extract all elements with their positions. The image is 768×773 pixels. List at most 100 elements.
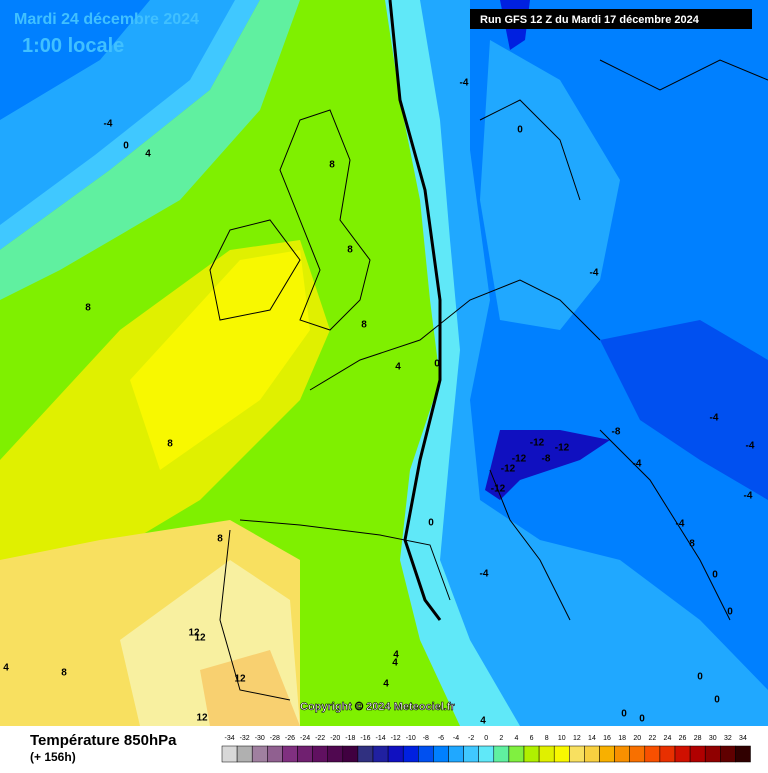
cold-area xyxy=(600,320,768,500)
contour-label: 4 xyxy=(395,362,401,373)
contour-label: -4 xyxy=(710,413,719,424)
contour-label: 0 xyxy=(428,518,434,529)
legend-value: -14 xyxy=(375,735,385,742)
contour-label: -4 xyxy=(746,441,755,452)
cold-area xyxy=(0,0,150,120)
contour-label: 4 xyxy=(145,149,151,160)
contour-label: 4 xyxy=(393,650,399,661)
contour-label: 8 xyxy=(85,303,91,314)
contour-label: -4 xyxy=(633,459,642,470)
legend-value: -30 xyxy=(255,735,265,742)
legend-swatch xyxy=(387,745,404,763)
legend-value: 0 xyxy=(484,735,488,742)
legend-value: -26 xyxy=(285,735,295,742)
legend-value: 24 xyxy=(664,735,672,742)
run-info: Run GFS 12 Z du Mardi 17 décembre 2024 xyxy=(480,14,700,26)
contour-label: 8 xyxy=(689,539,695,550)
legend-swatch xyxy=(372,745,389,763)
legend-swatch xyxy=(402,745,419,763)
legend-scale: -34 -32 -30 -28 -26 -24 -22 -20 -18 -16 -14 -12 -10-… xyxy=(221,735,751,763)
contour-label: 8 xyxy=(361,320,367,331)
legend-value: 2 xyxy=(499,735,503,742)
contour-label: -4 xyxy=(676,519,685,530)
cold-area xyxy=(480,40,620,330)
warm-area xyxy=(130,250,310,470)
contour-label: 0 xyxy=(697,672,703,683)
legend-value: 8 xyxy=(545,735,549,742)
legend-swatch xyxy=(644,745,661,763)
legend-swatch xyxy=(236,745,253,763)
legend-value: 22 xyxy=(648,735,656,742)
legend-swatch xyxy=(735,745,751,763)
legend-value: 32 xyxy=(724,735,732,742)
legend-value: 20 xyxy=(633,735,641,742)
run-box xyxy=(470,9,752,29)
contour-label: -12 xyxy=(491,484,506,495)
contour-label: -12 xyxy=(530,438,545,449)
legend-swatch xyxy=(659,745,676,763)
warm-area xyxy=(200,650,300,726)
contour-label: 0 xyxy=(123,141,129,152)
contour-label: 8 xyxy=(347,245,353,256)
legend-value: 10 xyxy=(558,735,566,742)
legend-swatch xyxy=(297,745,313,763)
legend-value: -12 xyxy=(391,735,401,742)
legend-swatch xyxy=(267,745,283,763)
legend-swatch xyxy=(282,745,298,763)
legend-value: 14 xyxy=(588,735,596,742)
contour-label: 4 xyxy=(480,716,486,727)
legend-value: -8 xyxy=(423,735,429,742)
legend-value: -4 xyxy=(453,735,459,742)
contour-label: -8 xyxy=(542,454,551,465)
legend-swatch xyxy=(251,745,268,763)
contour-label: -8 xyxy=(612,427,621,438)
contour-label: -4 xyxy=(590,268,599,279)
legend-value: 18 xyxy=(618,735,626,742)
legend-swatch xyxy=(569,745,585,763)
legend-swatch xyxy=(418,745,434,763)
contour-label: -12 xyxy=(501,464,516,475)
legend-swatch xyxy=(720,745,736,763)
legend-swatch xyxy=(599,745,615,763)
contour-label: 8 xyxy=(329,160,335,171)
contour-label: -12 xyxy=(512,454,527,465)
contour-label: -4 xyxy=(104,119,113,130)
legend-swatch xyxy=(508,745,525,763)
legend-value: -18 xyxy=(345,735,355,742)
mild-area xyxy=(0,0,300,300)
legend-swatch xyxy=(493,745,510,763)
legend-value: 6 xyxy=(530,735,534,742)
map-time: 1:00 locale xyxy=(22,35,124,57)
legend-swatch xyxy=(704,745,721,763)
legend-value: -32 xyxy=(240,735,250,742)
cold-core xyxy=(485,430,610,500)
copyright: Copyright © 2024 Meteociel.fr xyxy=(300,701,456,713)
legend-value: -20 xyxy=(330,735,340,742)
zero-isotherm xyxy=(388,0,442,621)
contour-label: 0 xyxy=(434,359,440,370)
legend-swatch xyxy=(357,745,374,763)
legend-value: 4 xyxy=(514,735,518,742)
legend-swatch xyxy=(221,745,238,763)
legend-swatch xyxy=(689,745,706,763)
legend-value: -2 xyxy=(468,735,474,742)
contour-label: -4 xyxy=(460,78,469,89)
contour-label: 8 xyxy=(217,534,223,545)
legend-swatch xyxy=(448,745,464,763)
map-date: Mardi 24 décembre 2024 xyxy=(14,11,199,28)
contour-label: 8 xyxy=(167,439,173,450)
legend-swatch xyxy=(674,745,691,763)
contour-label: 0 xyxy=(714,695,720,706)
legend-value: 30 xyxy=(709,735,717,742)
legend-value: 16 xyxy=(603,735,611,742)
legend-value: -6 xyxy=(438,735,444,742)
contour-label: -4 xyxy=(744,491,753,502)
legend-value: -10 xyxy=(406,735,416,742)
contour-label: 4 xyxy=(392,658,398,669)
contour-label: 0 xyxy=(639,714,645,725)
legend-swatch xyxy=(629,745,646,763)
legend-value: -22 xyxy=(315,735,325,742)
contour-label: 8 xyxy=(61,668,67,679)
